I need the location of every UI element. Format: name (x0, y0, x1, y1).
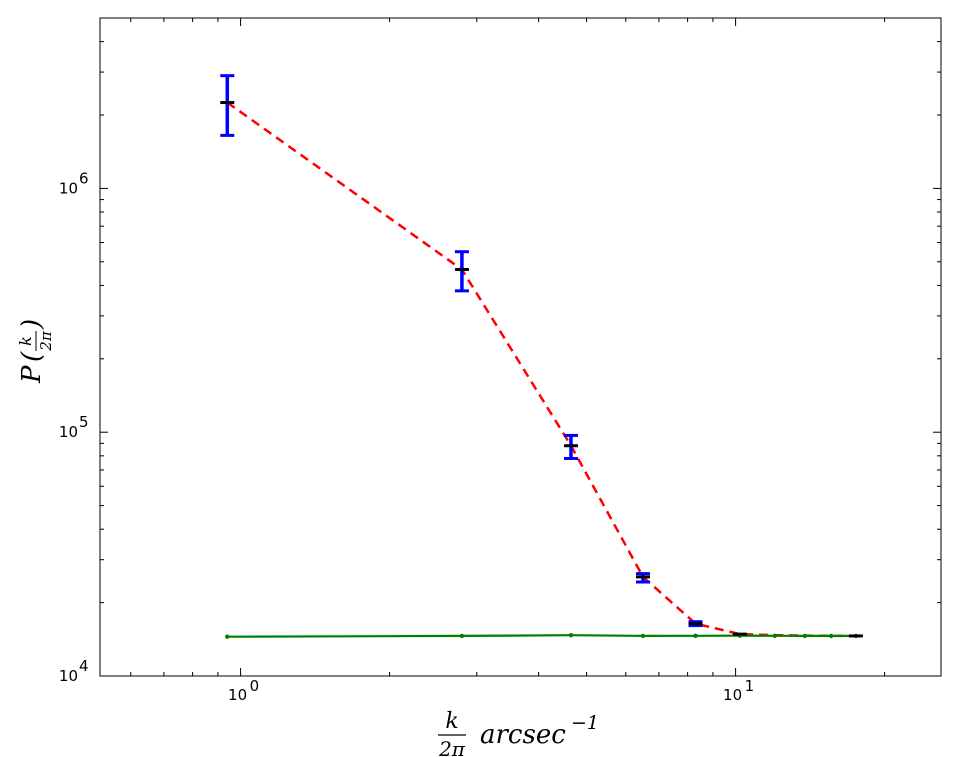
y-label-close-paren: ) (17, 319, 47, 330)
noise-solid-line (227, 634, 856, 638)
y-tick-label: 10 (59, 179, 78, 197)
noise-point (459, 633, 465, 639)
y-label-frac-num: k (16, 336, 35, 346)
noise-point (693, 633, 698, 638)
x-tick-label-exponent: 1 (745, 677, 755, 695)
y-tick-label: 10 (59, 423, 78, 441)
marker-layer (220, 101, 863, 638)
y-label-frac-den: 2π (37, 330, 55, 352)
y-tick-label-exponent: 6 (79, 169, 89, 187)
noise-point (772, 633, 777, 638)
y-tick-label-exponent: 4 (79, 657, 89, 675)
y-label-symbol: P (17, 365, 47, 384)
noise-point (225, 634, 230, 639)
noise-point (640, 633, 646, 639)
x-tick-label: 10 (723, 686, 742, 704)
model-dashed-line (226, 101, 856, 638)
x-label-unit: arcsec (480, 720, 566, 750)
noise-point (828, 633, 834, 639)
axis-ticks (100, 18, 941, 677)
y-label-open-paren: ( (17, 351, 47, 362)
x-tick-label: 10 (228, 686, 247, 704)
noise-point (568, 633, 574, 638)
x-label-frac-den: 2π (438, 737, 466, 757)
x-label-exponent: −1 (571, 712, 599, 734)
y-tick-label-exponent: 5 (79, 413, 89, 431)
x-axis-label: k 2π arcsec −1 (438, 709, 599, 757)
x-label-frac-num: k (445, 709, 458, 734)
y-tick-label: 10 (59, 667, 78, 685)
x-tick-label-exponent: 0 (250, 677, 260, 695)
plot-frame (99, 17, 942, 677)
noise-point (802, 633, 808, 639)
y-axis-label: P ( k 2π ) (16, 319, 55, 384)
